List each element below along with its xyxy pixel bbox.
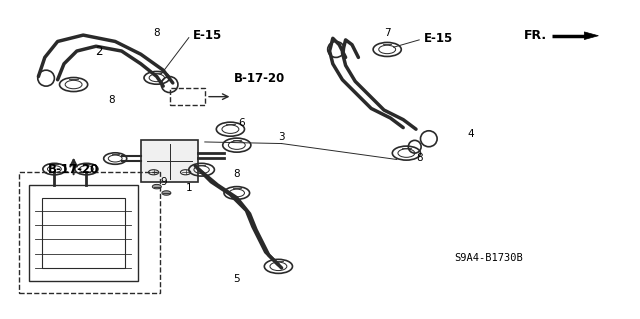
Text: 7: 7 xyxy=(384,28,390,39)
Text: 1: 1 xyxy=(186,183,192,193)
Text: E-15: E-15 xyxy=(424,32,453,45)
Text: FR.: FR. xyxy=(524,29,547,42)
Text: 3: 3 xyxy=(278,132,285,142)
Text: 4: 4 xyxy=(467,129,474,139)
Text: 6: 6 xyxy=(239,118,245,128)
Text: E-15: E-15 xyxy=(193,29,223,42)
Text: 8: 8 xyxy=(234,169,240,179)
Text: 8: 8 xyxy=(154,28,160,39)
Text: 8: 8 xyxy=(109,95,115,106)
Text: 9: 9 xyxy=(160,177,166,187)
Text: S9A4-B1730B: S9A4-B1730B xyxy=(454,253,523,263)
FancyBboxPatch shape xyxy=(141,140,198,182)
Circle shape xyxy=(162,191,171,195)
Text: 2: 2 xyxy=(95,45,103,57)
Text: B-17-20: B-17-20 xyxy=(48,163,99,175)
Text: B-17-20: B-17-20 xyxy=(234,72,285,85)
Text: 8: 8 xyxy=(416,153,422,163)
Polygon shape xyxy=(584,32,598,40)
Circle shape xyxy=(152,184,161,189)
Text: 5: 5 xyxy=(234,274,240,284)
